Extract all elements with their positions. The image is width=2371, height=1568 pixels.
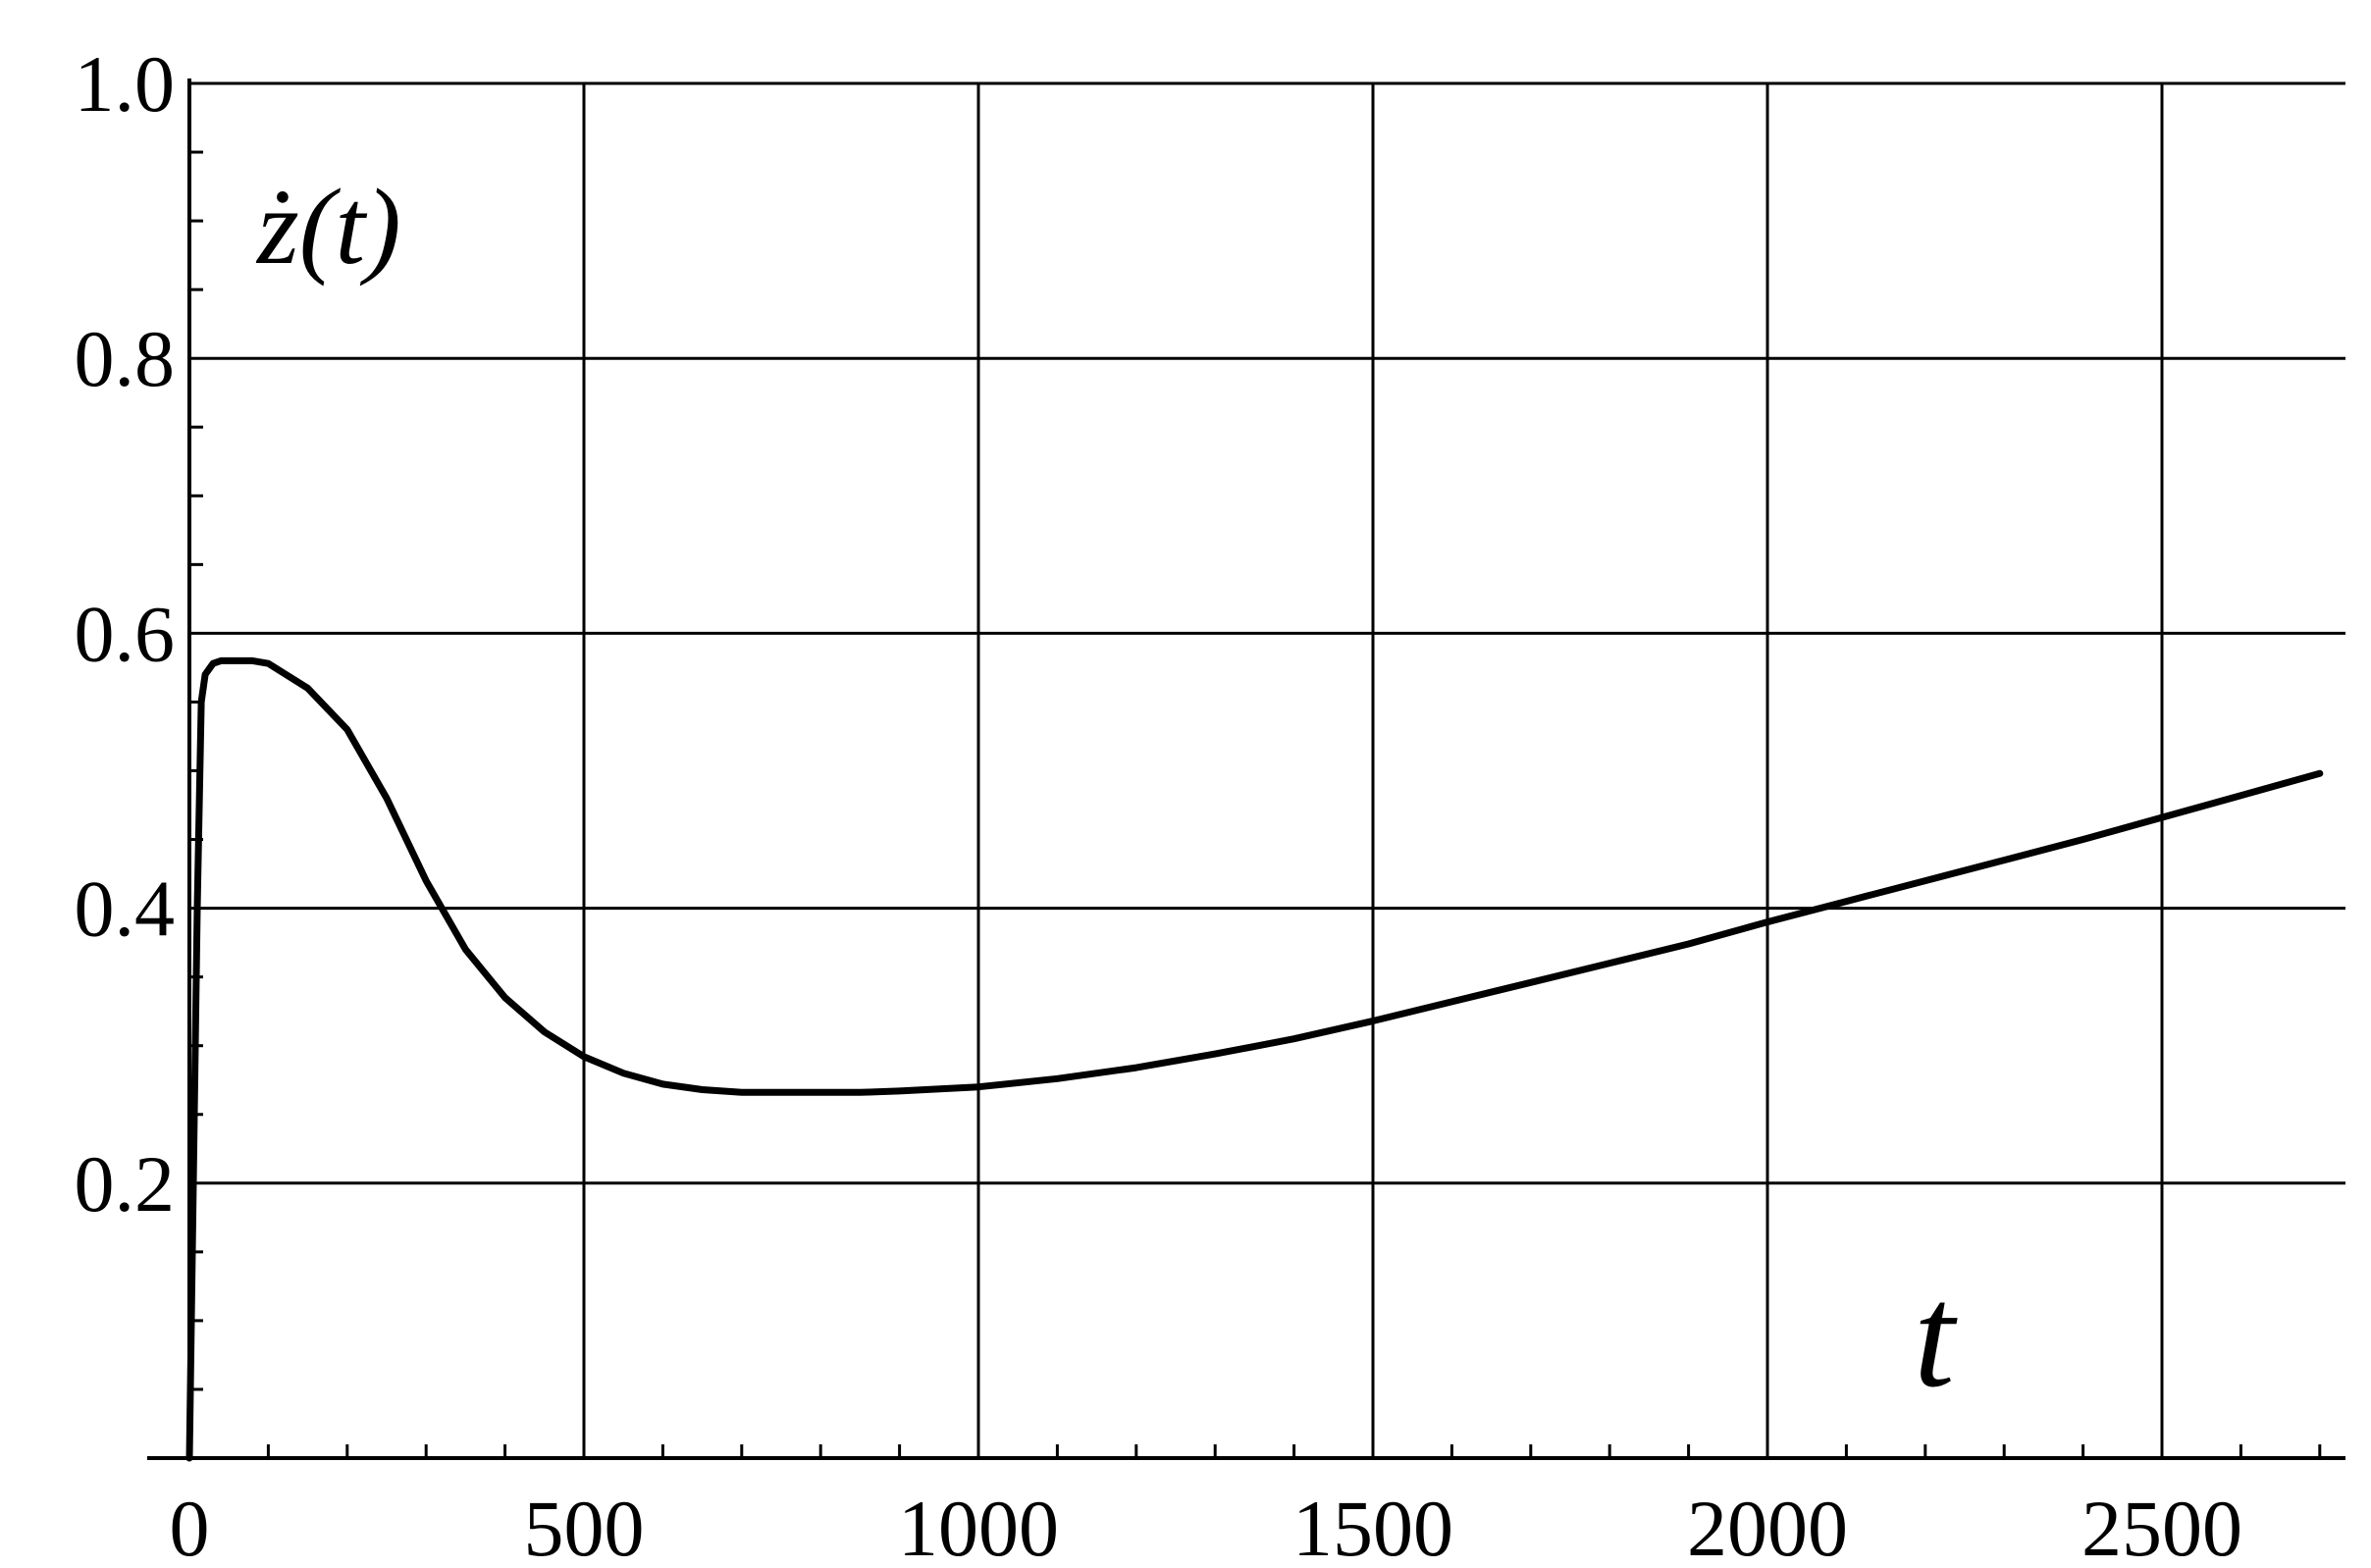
axes <box>147 78 2345 1460</box>
series-group <box>185 656 2324 1462</box>
minor-ticks <box>189 150 2322 1458</box>
x-tick-label: 2000 <box>1687 1484 1848 1568</box>
y-tick-label: 0.6 <box>75 589 176 678</box>
y-tick-labels: 0.2 0.4 0.6 0.8 1.0 <box>75 39 176 1228</box>
x-tick-label: 1000 <box>898 1484 1059 1568</box>
y-tick-label: 1.0 <box>75 39 176 129</box>
grid-lines <box>189 81 2345 1458</box>
axis-labels: ż(t) t <box>255 167 1958 1418</box>
y-tick-label: 0.8 <box>75 314 176 403</box>
x-tick-label: 0 <box>170 1484 210 1568</box>
x-tick-label: 2500 <box>2081 1484 2242 1568</box>
y-tick-label: 0.2 <box>75 1139 176 1228</box>
y-tick-label: 0.4 <box>75 864 176 954</box>
y-axis-label: ż(t) <box>255 167 401 287</box>
x-tick-label: 500 <box>524 1484 645 1568</box>
x-axis-label: t <box>1914 1255 1958 1418</box>
x-tick-labels: 0 500 1000 1500 2000 2500 <box>170 1484 2243 1568</box>
series-line-0 <box>185 656 2324 1462</box>
x-tick-label: 1500 <box>1292 1484 1453 1568</box>
